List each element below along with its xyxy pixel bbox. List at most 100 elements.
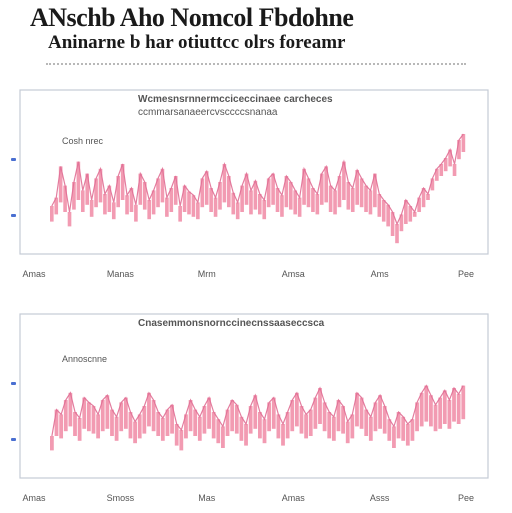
bar: [114, 416, 119, 441]
bar: [461, 385, 466, 420]
bar: [438, 397, 443, 429]
bar: [426, 194, 430, 200]
bar: [202, 406, 207, 434]
bar: [368, 416, 373, 441]
bar: [382, 406, 387, 434]
bar: [401, 416, 406, 441]
bar: [86, 402, 91, 432]
x-tick-label: Amas: [22, 493, 46, 503]
x-tick-label: Manas: [107, 269, 135, 279]
bar: [82, 397, 87, 429]
bar: [204, 171, 209, 205]
bar: [85, 173, 90, 205]
bar: [137, 414, 142, 439]
bar: [54, 409, 59, 436]
page-title: ANschb Aho Nomcol Fbdohne Aninarne b har…: [30, 4, 490, 54]
bar: [156, 178, 160, 208]
bar: [271, 173, 275, 205]
bar: [173, 176, 178, 205]
bar: [276, 414, 281, 439]
x-tick-label: Amas: [282, 493, 306, 503]
bar: [134, 204, 138, 222]
x-tick-label: Mrm: [198, 269, 216, 279]
bar: [345, 421, 350, 444]
bar: [209, 188, 213, 212]
bar: [327, 412, 332, 439]
bar: [207, 397, 211, 429]
bar: [399, 214, 404, 232]
bar: [196, 202, 200, 220]
bar: [417, 197, 421, 212]
bar: [297, 197, 302, 217]
bar: [253, 180, 258, 210]
bar: [421, 188, 426, 208]
bar: [281, 424, 285, 446]
bar: [58, 166, 63, 203]
bar: [280, 195, 284, 217]
bar: [63, 185, 67, 212]
title-line-1: ANschb Aho Nomcol Fbdohne: [30, 3, 354, 32]
bar: [302, 168, 306, 205]
bar: [184, 414, 188, 439]
bar: [77, 418, 82, 441]
bar: [244, 424, 248, 446]
chart-bottom: Cnasemmonsnornccinecnssaaseccsca Annoscnn…: [11, 313, 489, 503]
bar: [151, 400, 156, 432]
bar: [225, 409, 230, 436]
bar: [213, 197, 218, 217]
bar: [119, 402, 124, 432]
title-divider: [46, 63, 466, 65]
chart-frame: [19, 89, 489, 255]
bar: [133, 421, 137, 444]
bar: [306, 178, 311, 208]
bar: [151, 190, 156, 215]
chart-title: Cnasemmonsnornccinecnssaaseccsca: [138, 318, 325, 329]
x-tick-label: Pee: [458, 493, 474, 503]
title-line-2: Aninarne b har otiuttcc olrs foreamr: [48, 32, 346, 53]
chart-subtitle: ccmmarsanaeercvsccccsnanaa: [138, 107, 278, 118]
bar: [424, 385, 429, 422]
y-tick-mark: [11, 438, 16, 441]
bar: [447, 400, 452, 429]
bar: [368, 190, 373, 215]
x-tick-label: Amsa: [282, 269, 305, 279]
bar: [313, 397, 318, 429]
bar: [267, 402, 272, 432]
bar: [442, 390, 447, 424]
bar: [355, 170, 359, 205]
series-line: [51, 133, 464, 226]
x-tick-label: Smoss: [107, 493, 135, 503]
bar: [452, 388, 456, 422]
bar: [355, 392, 359, 427]
bar: [284, 176, 289, 208]
bar: [156, 412, 161, 436]
bar: [429, 395, 433, 427]
bar: [331, 416, 336, 441]
bar: [346, 182, 351, 210]
bar: [100, 400, 105, 432]
x-tick-label: Mas: [198, 493, 216, 503]
bar: [350, 188, 355, 212]
bar: [308, 409, 313, 436]
bar: [221, 426, 225, 448]
bar: [322, 402, 327, 432]
bar: [396, 412, 401, 439]
bar: [364, 409, 369, 436]
bar: [197, 416, 202, 441]
bar: [294, 392, 299, 427]
bar: [359, 178, 364, 208]
series-line: [51, 384, 464, 437]
bar: [73, 412, 77, 436]
bar: [110, 409, 114, 436]
bar: [415, 402, 419, 432]
bar: [373, 402, 378, 432]
bar: [271, 397, 276, 429]
series-label: Cosh nrec: [62, 136, 104, 146]
bar: [50, 436, 54, 451]
bar: [328, 185, 333, 212]
bar: [266, 178, 271, 208]
bar: [63, 400, 68, 432]
bar: [50, 206, 54, 222]
bar: [59, 414, 64, 439]
bar: [304, 414, 309, 439]
